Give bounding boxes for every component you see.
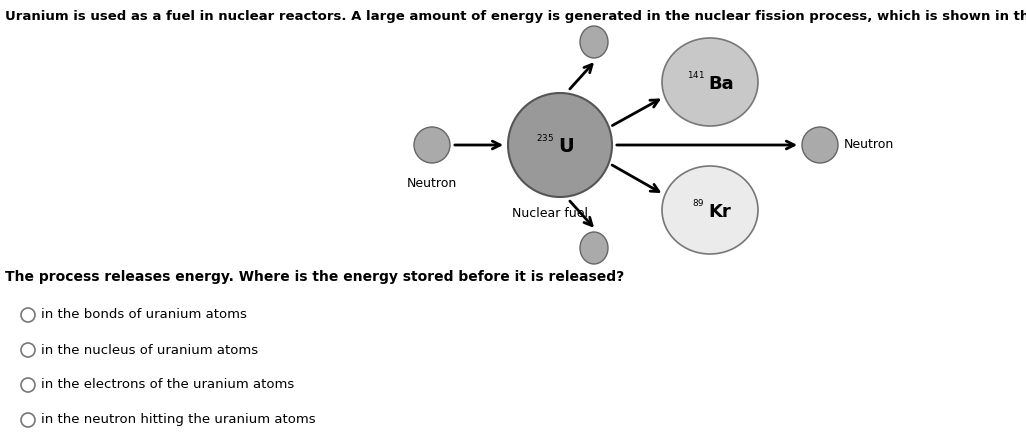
Text: U: U <box>558 137 574 157</box>
Ellipse shape <box>662 38 758 126</box>
Ellipse shape <box>21 413 35 427</box>
Ellipse shape <box>21 343 35 357</box>
Ellipse shape <box>21 308 35 322</box>
Text: in the neutron hitting the uranium atoms: in the neutron hitting the uranium atoms <box>41 413 316 426</box>
Text: Neutron: Neutron <box>407 177 458 190</box>
Ellipse shape <box>580 26 608 58</box>
Text: Kr: Kr <box>708 203 731 221</box>
Text: The process releases energy. Where is the energy stored before it is released?: The process releases energy. Where is th… <box>5 270 624 284</box>
Ellipse shape <box>508 93 611 197</box>
Ellipse shape <box>580 232 608 264</box>
Text: Nuclear fuel: Nuclear fuel <box>512 207 588 220</box>
Text: $^{235}$: $^{235}$ <box>536 135 554 148</box>
Ellipse shape <box>662 166 758 254</box>
Text: $^{141}$: $^{141}$ <box>687 71 705 84</box>
Ellipse shape <box>415 127 450 163</box>
Text: $^{89}$: $^{89}$ <box>693 199 705 212</box>
Text: in the electrons of the uranium atoms: in the electrons of the uranium atoms <box>41 379 294 392</box>
Text: Uranium is used as a fuel in nuclear reactors. A large amount of energy is gener: Uranium is used as a fuel in nuclear rea… <box>5 10 1026 23</box>
Text: in the nucleus of uranium atoms: in the nucleus of uranium atoms <box>41 343 259 356</box>
Text: Ba: Ba <box>708 75 734 93</box>
Ellipse shape <box>21 378 35 392</box>
Text: in the bonds of uranium atoms: in the bonds of uranium atoms <box>41 309 247 322</box>
Text: Neutron: Neutron <box>844 139 895 152</box>
Ellipse shape <box>802 127 838 163</box>
